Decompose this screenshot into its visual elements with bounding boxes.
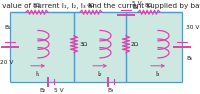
Text: B₄: B₄ — [132, 5, 138, 10]
Text: B₅: B₅ — [186, 56, 192, 61]
Text: Find the value of current I₁, I₂, I₃ and the current supplied by battery B₂.: Find the value of current I₁, I₂, I₃ and… — [0, 3, 200, 9]
Text: 30 V: 30 V — [186, 25, 199, 30]
Text: 3Ω: 3Ω — [79, 42, 87, 47]
Text: I₁: I₁ — [36, 70, 40, 77]
Text: I₃: I₃ — [156, 70, 160, 77]
Text: 2Ω: 2Ω — [131, 42, 139, 47]
Text: B₃: B₃ — [108, 88, 114, 93]
Text: 20 V: 20 V — [0, 60, 13, 66]
Text: B₁: B₁ — [4, 25, 10, 30]
Text: B₂: B₂ — [40, 88, 46, 93]
Text: 5 V: 5 V — [54, 88, 64, 93]
Text: I₂: I₂ — [98, 70, 102, 77]
Text: 5 V: 5 V — [132, 1, 142, 6]
Bar — [10, 12, 182, 82]
Text: 4Ω: 4Ω — [87, 3, 95, 8]
Text: 5Ω: 5Ω — [33, 3, 41, 8]
Text: 8Ω: 8Ω — [145, 3, 153, 8]
